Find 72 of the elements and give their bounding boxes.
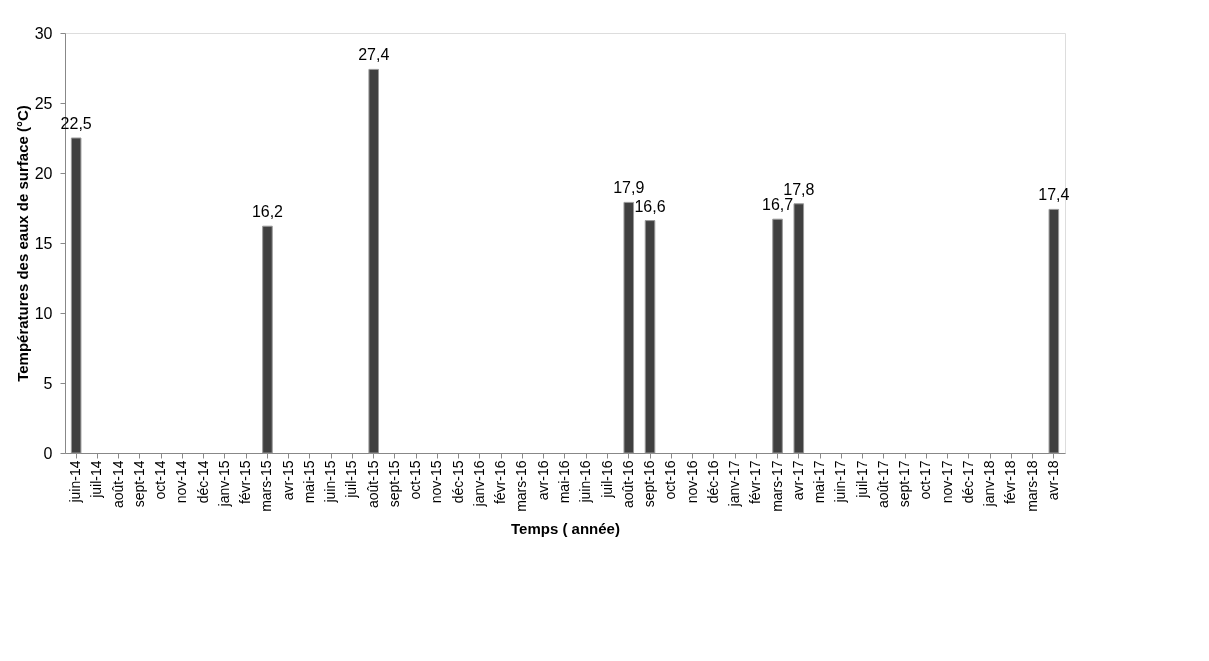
x-tick-label: oct-14 (152, 460, 169, 500)
y-tick-label: 30 (34, 24, 53, 42)
x-tick-label: mai-15 (300, 460, 317, 504)
x-tick-label: mai-17 (811, 460, 828, 504)
y-tick-label: 20 (34, 164, 53, 182)
x-tick-label: juil-16 (598, 460, 615, 499)
x-tick-label: déc-15 (449, 460, 466, 504)
x-tick-label: juin-17 (832, 460, 849, 504)
x-tick-label: févr-15 (237, 460, 254, 505)
x-tick-label: avr-15 (279, 460, 296, 501)
x-tick-label: août-15 (364, 460, 381, 508)
x-axis-title: Temps ( année) (511, 519, 620, 537)
x-tick-label: nov-17 (938, 460, 955, 504)
x-tick-label: avr-18 (1044, 460, 1061, 501)
x-tick-label: janv-16 (470, 460, 487, 508)
bar (644, 220, 656, 454)
x-tick-label: janv-15 (215, 460, 232, 508)
data-label: 17,9 (613, 179, 645, 197)
x-tick-label: déc-14 (194, 460, 211, 504)
y-tick-label: 0 (43, 444, 53, 462)
x-tick-label: janv-18 (981, 460, 998, 508)
data-label: 16,2 (251, 203, 284, 221)
y-tick-label: 25 (34, 94, 53, 112)
data-label: 22,5 (60, 115, 92, 132)
x-tick-label: juil-15 (343, 460, 360, 499)
x-tick-label: juil-17 (853, 460, 870, 499)
x-tick-label: juin-14 (67, 460, 84, 504)
bar (793, 203, 805, 454)
data-label: 27,4 (358, 46, 390, 64)
x-tick-label: févr-16 (492, 460, 509, 505)
data-label: 16,7 (761, 196, 794, 214)
data-label: 16,6 (634, 197, 666, 215)
x-tick-label: mai-16 (556, 460, 572, 504)
x-tick-label: oct-15 (407, 460, 424, 500)
x-tick-label: avr-16 (534, 460, 551, 501)
x-tick-label: juin-16 (577, 460, 594, 504)
bar (70, 137, 82, 454)
x-tick-label: sept-15 (385, 460, 402, 508)
x-tick-label: nov-16 (683, 460, 700, 504)
bar (262, 225, 273, 454)
y-tick-label: 5 (43, 374, 53, 392)
data-label: 17,8 (783, 180, 815, 198)
data-label: 17,4 (1038, 186, 1070, 204)
x-tick-label: juin-15 (322, 460, 339, 504)
x-tick-label: mars-16 (513, 460, 530, 512)
x-tick-label: oct-17 (917, 460, 934, 500)
x-tick-label: févr-18 (1002, 460, 1019, 505)
bar (368, 68, 379, 454)
x-tick-label: mars-18 (1023, 460, 1040, 512)
x-tick-label: sept-14 (130, 460, 147, 508)
x-tick-label: févr-17 (747, 460, 764, 505)
y-axis-title: Températures des eaux de surface (°C) (13, 105, 31, 382)
y-tick-label: 10 (34, 304, 53, 322)
x-tick-label: nov-14 (173, 460, 190, 504)
y-tick-label: 15 (34, 234, 53, 252)
bar (772, 218, 783, 454)
x-tick-label: déc-16 (704, 460, 721, 504)
x-tick-label: janv-17 (726, 460, 743, 508)
x-tick-label: oct-16 (662, 460, 679, 500)
x-tick-label: mars-17 (768, 460, 785, 512)
x-tick-label: nov-15 (428, 460, 445, 504)
x-tick-label: août-14 (109, 460, 126, 508)
x-tick-label: août-17 (874, 460, 891, 508)
x-tick-label: mars-15 (258, 460, 275, 512)
bar (623, 201, 635, 454)
bar (1048, 208, 1060, 454)
x-tick-label: juil-14 (88, 460, 105, 499)
x-tick-label: sept-16 (641, 460, 658, 508)
x-tick-label: avr-17 (789, 460, 806, 501)
x-tick-label: sept-17 (896, 460, 913, 508)
x-tick-label: août-16 (619, 460, 636, 508)
x-tick-label: déc-17 (959, 460, 976, 504)
